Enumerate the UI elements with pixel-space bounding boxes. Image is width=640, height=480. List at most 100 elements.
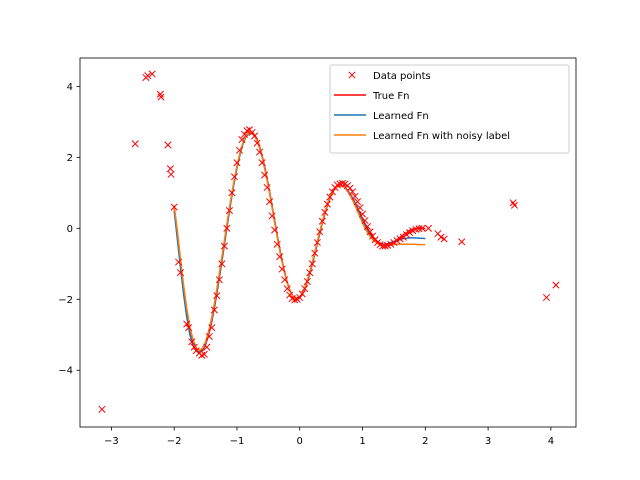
x-tick-label: 1: [359, 436, 365, 447]
data-point: [176, 269, 185, 277]
x-tick-label: −3: [104, 436, 119, 447]
legend-label: Data points: [373, 71, 431, 82]
data-point: [291, 296, 299, 304]
data-point: [148, 70, 156, 78]
x-tick-label: −1: [230, 436, 245, 447]
data-point: [263, 183, 271, 192]
y-tick-label: 0: [67, 224, 73, 235]
legend-label: Learned Fn: [373, 111, 429, 122]
data-point: [323, 200, 331, 208]
data-point: [183, 320, 191, 328]
legend-box: [329, 64, 570, 154]
legend-entries: Data points True Fn Learned Fn Learned Fn w…: [334, 71, 510, 142]
legend-entry-learned-fn: Learned Fn: [334, 111, 429, 122]
legend-entry-learned-fn-noisy: Learned Fn with noisy label: [334, 131, 510, 142]
data-point: [358, 210, 367, 218]
x-axis: −3 −2 −1 0 1 2 3 4: [104, 427, 554, 447]
data-point: [268, 212, 276, 220]
data-point: [258, 159, 266, 167]
data-point: [542, 293, 551, 302]
data-point: [418, 224, 426, 232]
data-point: [328, 188, 336, 196]
y-tick-label: 2: [67, 153, 73, 164]
legend-label: True Fn: [372, 91, 410, 102]
legend: Data points True Fn Learned Fn Learned Fn w…: [329, 64, 570, 154]
x-tick-label: −2: [167, 436, 182, 447]
data-point: [308, 260, 316, 268]
data-point: [205, 332, 213, 341]
axes-frame: [79, 57, 577, 428]
data-point: [190, 343, 198, 351]
data-point: [228, 189, 236, 197]
data-point: [276, 253, 284, 261]
data-point: [266, 198, 274, 206]
data-point: [188, 338, 196, 346]
data-point: [208, 324, 216, 332]
data-point: [440, 235, 448, 243]
data-point: [144, 72, 152, 80]
plot-series: [98, 70, 560, 413]
data-point: [248, 128, 256, 137]
data-point: [306, 269, 314, 277]
data-point: [424, 224, 433, 232]
data-point: [220, 242, 228, 250]
data-point: [253, 139, 261, 147]
data-point: [273, 240, 281, 248]
y-tick-label: −2: [58, 295, 73, 306]
data-point: [356, 204, 364, 212]
data-point: [298, 290, 306, 298]
x-tick-label: 4: [548, 436, 554, 447]
data-point: [233, 159, 241, 167]
data-point: [296, 293, 304, 302]
data-point: [223, 224, 231, 232]
data-point: [175, 258, 183, 266]
data-point: [510, 201, 519, 209]
legend-label: Learned Fn with noisy label: [373, 131, 510, 142]
data-point: [415, 225, 423, 233]
data-point: [271, 226, 279, 234]
data-point: [131, 140, 139, 148]
data-point: [458, 238, 466, 246]
data-point: [366, 228, 374, 236]
data-point: [166, 165, 174, 173]
data-point: [336, 180, 344, 188]
data-point: [278, 265, 286, 273]
legend-marker: [348, 71, 356, 79]
data-point: [170, 203, 178, 211]
y-tick-label: 4: [67, 82, 73, 93]
data-point: [167, 170, 175, 178]
series-data-points: [98, 70, 560, 413]
data-point: [185, 324, 193, 332]
data-point: [326, 193, 334, 201]
data-point: [361, 216, 369, 225]
data-point: [311, 249, 319, 257]
data-point: [353, 198, 362, 206]
data-point: [364, 222, 372, 231]
data-point: [321, 208, 329, 216]
data-point: [200, 350, 208, 358]
data-point: [552, 281, 560, 289]
legend-entry-true-fn: True Fn: [334, 91, 410, 102]
data-point: [157, 93, 165, 101]
data-point: [283, 285, 291, 293]
data-point: [318, 217, 326, 225]
data-point: [98, 405, 106, 413]
data-point: [402, 231, 411, 239]
data-point: [235, 146, 244, 154]
data-point: [261, 171, 269, 179]
data-point: [301, 285, 309, 293]
y-tick-label: −4: [58, 366, 73, 377]
data-point: [348, 188, 357, 196]
y-axis: −4 −2 0 2 4: [58, 82, 80, 377]
data-point: [230, 173, 239, 181]
x-tick-label: 0: [297, 436, 303, 447]
data-point: [351, 192, 359, 200]
data-point: [369, 232, 377, 240]
data-point: [238, 136, 246, 144]
data-point: [338, 179, 346, 187]
data-point: [215, 276, 223, 284]
data-point: [256, 148, 264, 156]
data-point: [346, 184, 354, 192]
data-point: [218, 260, 226, 268]
